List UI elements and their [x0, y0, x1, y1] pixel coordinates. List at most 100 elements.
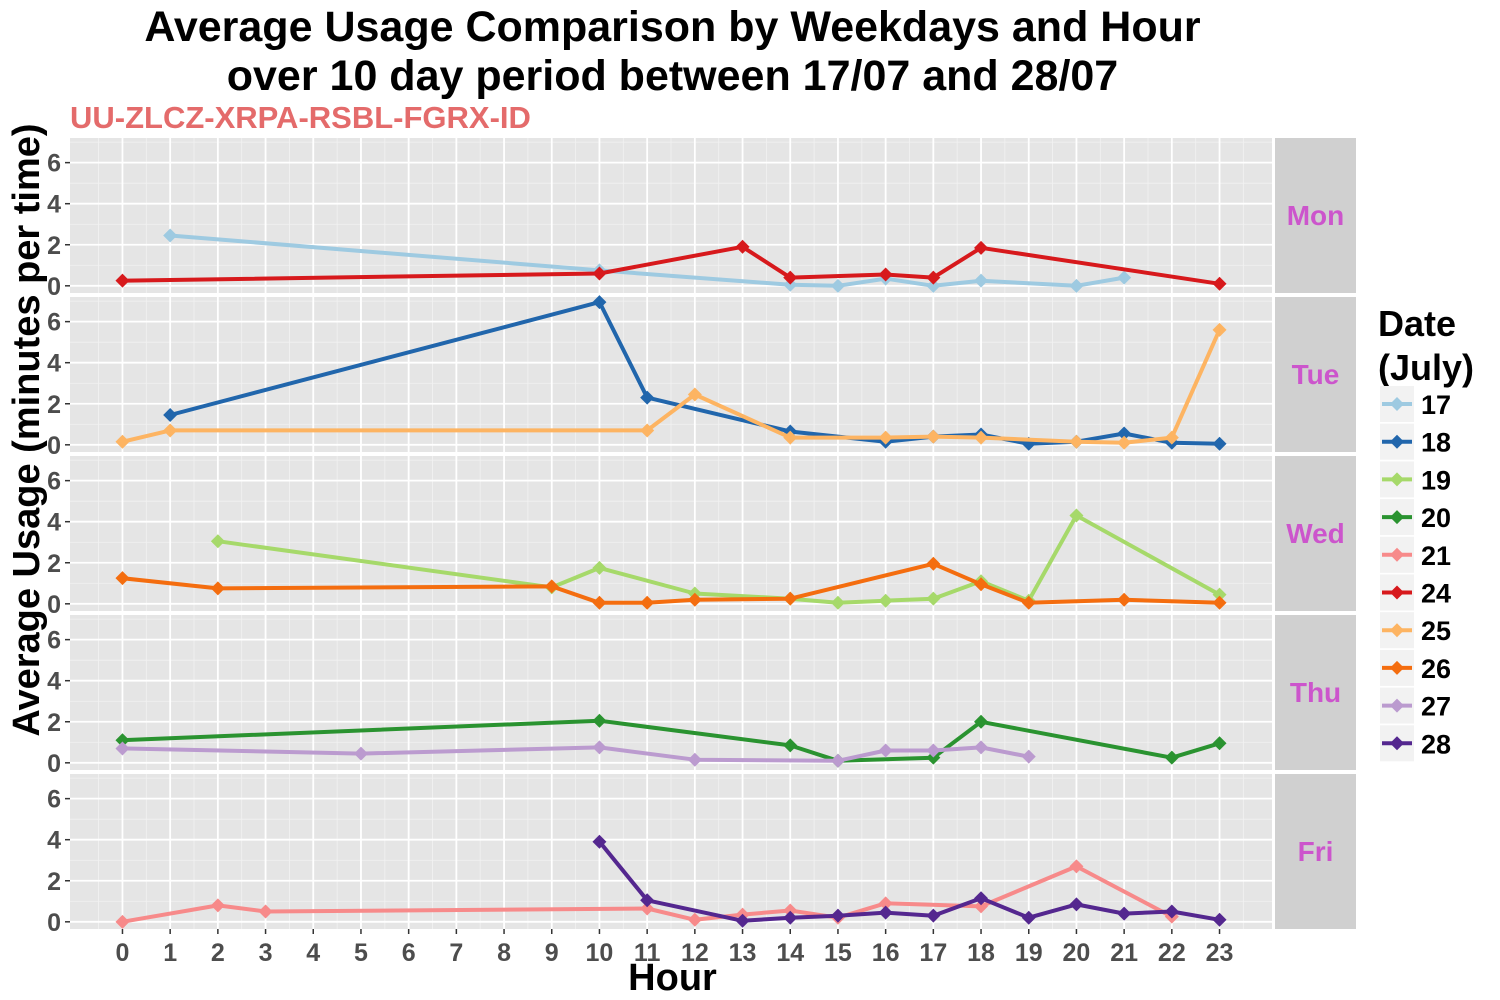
panel-tue-series-25-point [1164, 430, 1179, 445]
panel-tue-strip-label: Tue [1292, 359, 1340, 390]
panel-wed-y-tick-label: 4 [47, 509, 61, 537]
chart-title-line2: over 10 day period between 17/07 and 28/… [226, 52, 1119, 100]
legend-label-19: 19 [1421, 465, 1451, 495]
panel-wed-strip [1275, 456, 1356, 611]
panel-wed-series-26-point [592, 595, 607, 610]
panel-mon-series-17-point [163, 228, 178, 243]
panel-mon-series-24-point [783, 270, 798, 285]
panel-mon-y-tick-label: 6 [47, 150, 61, 178]
panel-fri-y-tick-label: 2 [47, 868, 61, 896]
panel-mon-series-24-point [926, 270, 941, 285]
panel-tue-series-25-point [926, 429, 941, 444]
panel-mon-series-24-point [1212, 276, 1227, 291]
legend-marker-24 [1390, 585, 1404, 600]
panel-mon-series-24-point [735, 239, 750, 254]
x-tick-label: 2 [211, 939, 225, 967]
legend-marker-26 [1390, 660, 1404, 675]
panel-wed-series-26-point [1021, 595, 1036, 610]
panel-fri-y-tick-label: 4 [47, 827, 61, 855]
panel-thu-series-20-point [783, 738, 798, 753]
panel-wed-strip-label: Wed [1286, 518, 1345, 549]
panel-wed-series-26-point [115, 571, 130, 586]
x-tick-label: 18 [967, 939, 995, 967]
panel-mon-y-tick-label: 4 [47, 191, 61, 219]
panel-thu-series-27-point [926, 743, 941, 758]
legend-label-18: 18 [1421, 428, 1451, 458]
panel-tue-series-25-point [783, 430, 798, 445]
panel-tue-series-25-point [1117, 435, 1132, 450]
panel-fri-series-28-point [735, 913, 750, 928]
panel-thu-strip-label: Thu [1290, 677, 1341, 708]
x-tick-label: 5 [354, 939, 368, 967]
legend-label-24: 24 [1421, 579, 1451, 609]
panel-fri-series-21-point [210, 898, 225, 913]
legend-label-20: 20 [1421, 503, 1451, 533]
x-tick-label: 8 [497, 939, 511, 967]
panel-fri-series-28-point [592, 834, 607, 849]
panel-wed-series-26-point [974, 577, 989, 592]
x-tick-label: 10 [586, 939, 614, 967]
panel-wed-series-26-point [1212, 595, 1227, 610]
legend-title-line2: (July) [1378, 347, 1475, 388]
x-tick-label: 16 [872, 939, 900, 967]
x-tick-label: 1 [163, 939, 177, 967]
panel-tue-series-25-point [115, 434, 130, 449]
legend-label-28: 28 [1421, 729, 1451, 759]
panel-fri-series-28-point [1212, 912, 1227, 927]
panel-mon-series-24-point [974, 240, 989, 255]
x-axis-label: Hour [628, 957, 717, 999]
legend-label-17: 17 [1421, 390, 1451, 420]
x-tick-label: 21 [1110, 939, 1138, 967]
panel-tue-series-18-point [1212, 436, 1227, 451]
panel-tue-series-25-point [640, 423, 655, 438]
panel-wed-series-19-point [926, 591, 941, 606]
panel-mon-y-tick-label: 0 [47, 273, 61, 301]
x-tick-label: 20 [1063, 939, 1091, 967]
x-tick-label: 4 [306, 939, 320, 967]
panel-tue-series-25-point [163, 423, 178, 438]
panel-thu-series-27-point [592, 740, 607, 755]
panel-thu-series-20-point [974, 714, 989, 729]
panel-thu-series-27-point [687, 752, 702, 767]
panel-fri-y-tick-label: 6 [47, 786, 61, 814]
panel-fri-series-21-point [258, 904, 273, 919]
panel-tue-y-tick-label: 0 [47, 432, 61, 460]
panel-fri-series-21-point [687, 912, 702, 927]
panel-fri-strip [1275, 774, 1356, 929]
panel-thu-series-27-point [974, 740, 989, 755]
legend-marker-25 [1390, 623, 1404, 638]
x-tick-label: 7 [449, 939, 463, 967]
panel-tue-series-18-point [1117, 426, 1132, 441]
panel-thu-series-20-line [120, 718, 1222, 763]
panel-thu-series-20-point [1164, 750, 1179, 765]
legend-title: Date (July) [1378, 302, 1474, 390]
panel-mon-series-24-line [120, 244, 1222, 286]
panel-wed-y-tick-label: 6 [47, 468, 61, 496]
panel-thu-y-tick-label: 2 [47, 709, 61, 737]
panel-thu-series-20-point [1212, 736, 1227, 751]
legend-marker-21 [1390, 547, 1404, 562]
panel-mon-strip-label: Mon [1287, 200, 1345, 231]
panel-tue-y-tick-label: 6 [47, 309, 61, 337]
panel-tue-y-tick-label: 2 [47, 391, 61, 419]
panel-thu-y-tick-label: 4 [47, 668, 61, 696]
panel-fri-series-28-point [1021, 910, 1036, 925]
panel-tue-series-25-point [687, 387, 702, 402]
panel-mon-series-17-point [974, 273, 989, 288]
x-tick-label: 17 [919, 939, 947, 967]
panel-mon-series-17-point [1069, 278, 1084, 293]
panel-fri-series-28-point [878, 905, 893, 920]
legend-marker-19 [1390, 472, 1404, 487]
panel-fri-series-28-point [926, 908, 941, 923]
panel-mon-y-tick-label: 2 [47, 232, 61, 260]
panel-wed-series-26-point [926, 556, 941, 571]
panel-fri-series-28-point [974, 891, 989, 906]
legend-marker-27 [1390, 698, 1404, 713]
legend-label-26: 26 [1421, 654, 1451, 684]
panel-wed-series-19-point [210, 534, 225, 549]
panel-wed-series-26-line [120, 561, 1222, 605]
panel-wed-series-19-point [830, 595, 845, 610]
panel-tue-series-18-point [163, 408, 178, 423]
panel-wed-series-26-point [544, 579, 559, 594]
panel-wed-series-19-line [215, 513, 1222, 605]
